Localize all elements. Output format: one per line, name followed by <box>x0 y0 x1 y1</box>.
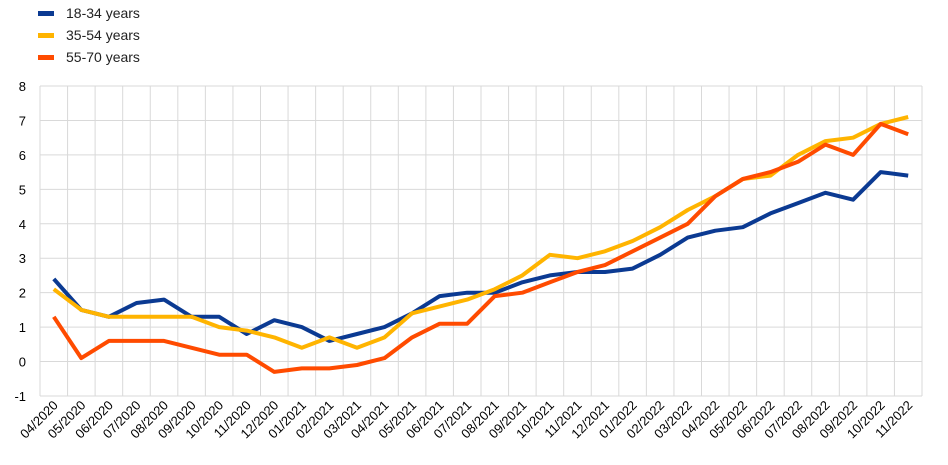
legend-swatch-55-70 <box>38 54 54 60</box>
chart-legend: 18-34 years 35-54 years 55-70 years <box>38 2 140 68</box>
y-tick-label: 0 <box>19 355 26 370</box>
legend-item-55-70: 55-70 years <box>38 46 140 68</box>
legend-item-35-54: 35-54 years <box>38 24 140 46</box>
y-tick-label: 1 <box>19 320 26 335</box>
legend-label-35-54: 35-54 years <box>66 27 140 43</box>
y-tick-label: 7 <box>19 113 26 128</box>
y-tick-label: 3 <box>19 251 26 266</box>
series-line-2 <box>52 121 909 374</box>
y-tick-label: 4 <box>19 217 26 232</box>
legend-label-18-34: 18-34 years <box>66 5 140 21</box>
legend-swatch-35-54 <box>38 32 54 38</box>
y-tick-label: 5 <box>19 182 26 197</box>
series-line-1 <box>52 115 909 350</box>
legend-swatch-18-34 <box>38 10 54 16</box>
legend-item-18-34: 18-34 years <box>38 2 140 24</box>
y-tick-label: 8 <box>19 79 26 94</box>
legend-label-55-70: 55-70 years <box>66 49 140 65</box>
y-tick-label: -1 <box>14 389 26 404</box>
y-tick-label: 2 <box>19 286 26 301</box>
y-tick-label: 6 <box>19 148 26 163</box>
